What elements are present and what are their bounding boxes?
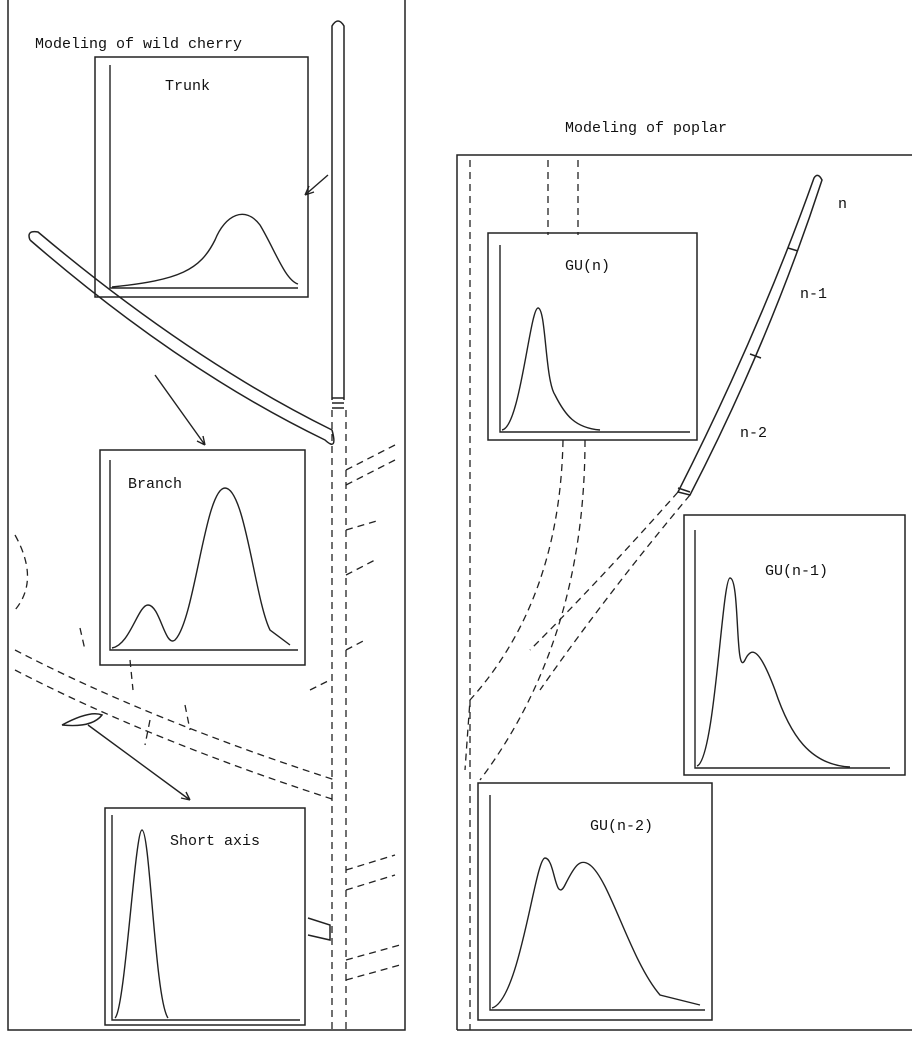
inset-label: GU(n-2) xyxy=(590,818,653,835)
inset-label: GU(n) xyxy=(565,258,610,275)
inset-label: Trunk xyxy=(165,78,210,95)
segment-label: n-2 xyxy=(740,425,767,442)
segment-label: n xyxy=(838,196,847,213)
page: {"left_panel": {"title": "Modeling of wi… xyxy=(0,0,912,1037)
panel-title: Modeling of poplar xyxy=(565,120,727,137)
segment-label: n-1 xyxy=(800,286,827,303)
inset-label: Branch xyxy=(128,476,182,493)
diagram: Modeling of wild cherry Trunk Branch Sho… xyxy=(0,0,912,1037)
panel-title: Modeling of wild cherry xyxy=(35,36,242,53)
inset-label: GU(n-1) xyxy=(765,563,828,580)
inset-label: Short axis xyxy=(170,833,260,850)
